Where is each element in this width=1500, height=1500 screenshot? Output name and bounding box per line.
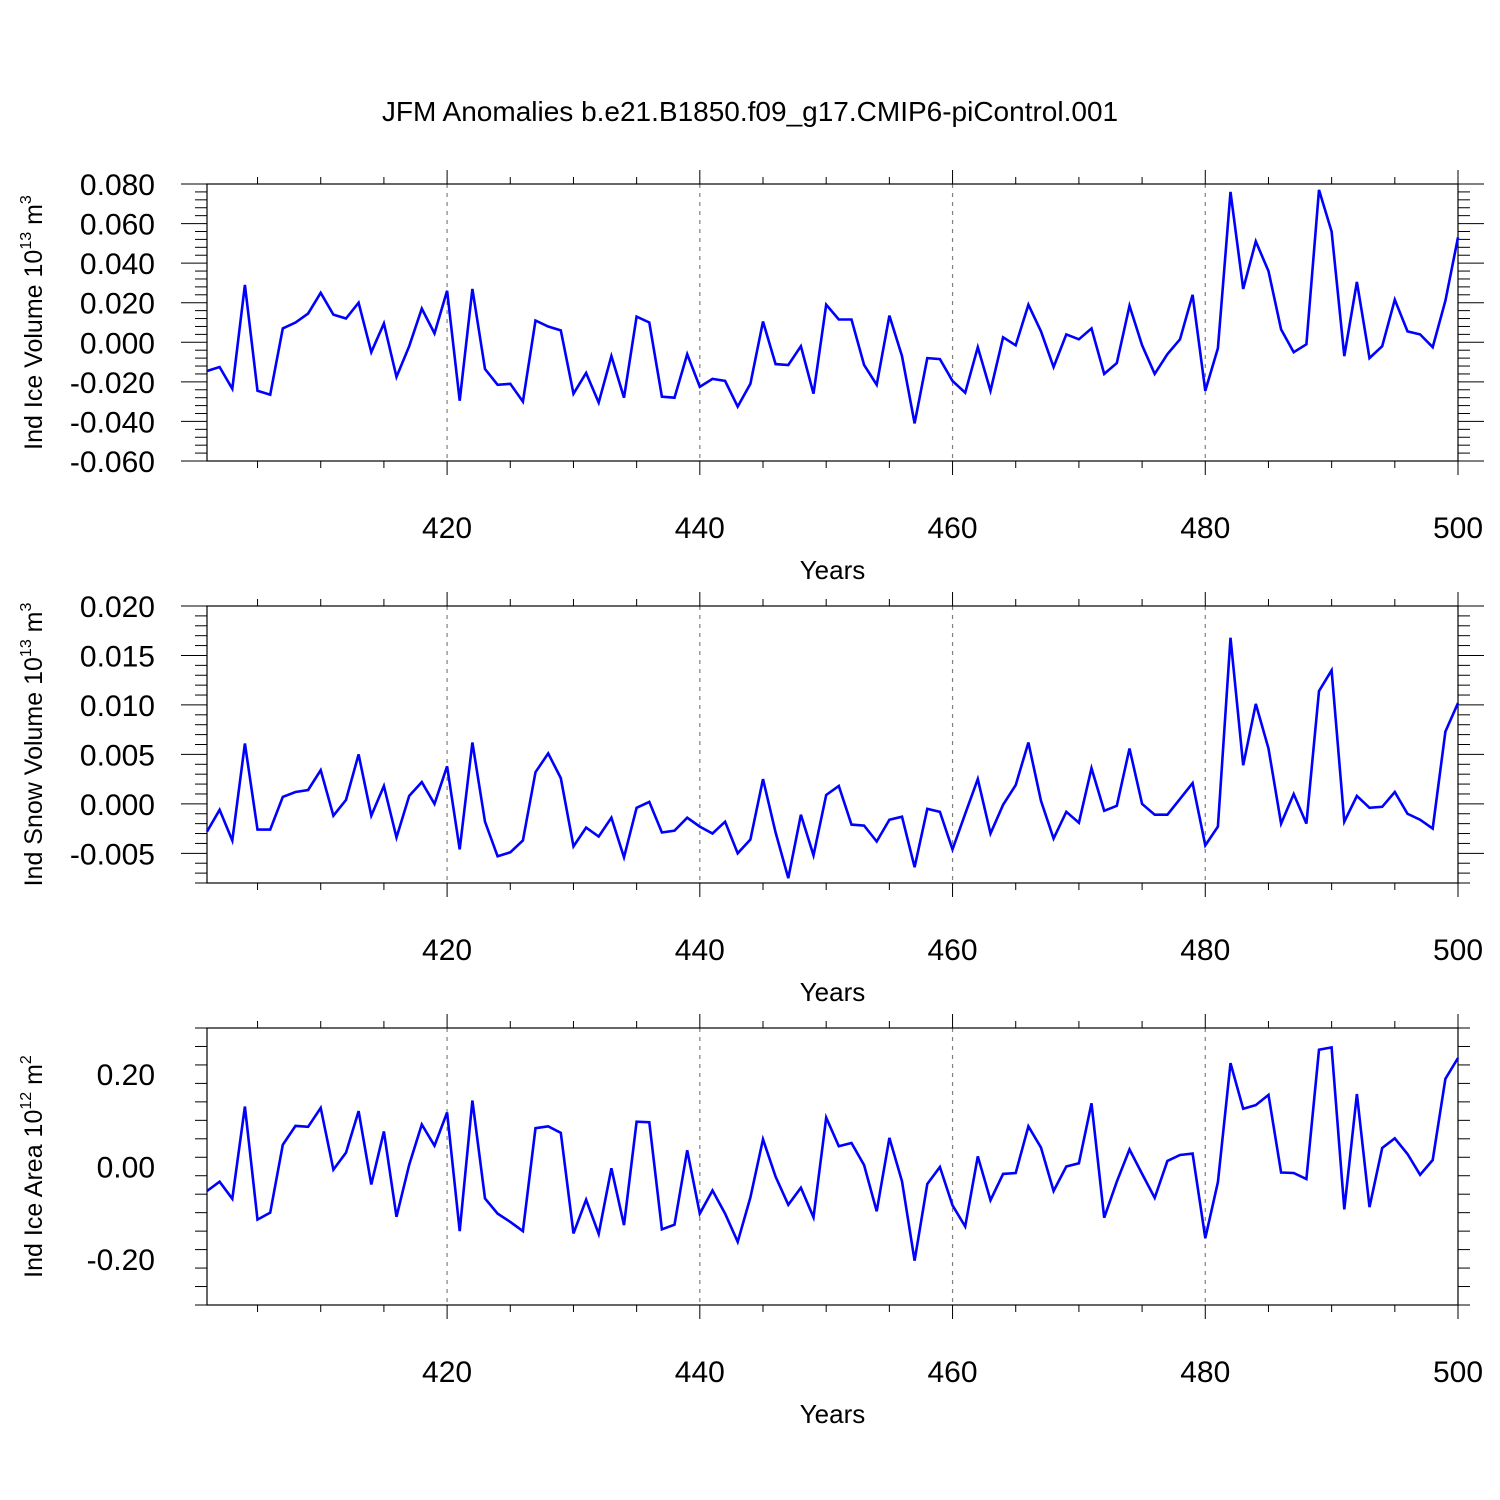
chart-panel-3: -0.20 0.00 0.20 420 440 460 480 500 Years Ind Ice… — [18, 1014, 1483, 1429]
y-tick-label: 0.20 — [97, 1059, 155, 1092]
y-tick-label: 0.005 — [80, 739, 155, 772]
chart-panel-1: -0.060 -0.040 -0.020 0.000 0.020 0.040 0.060 0.… — [18, 169, 1484, 585]
y-axis-title-unit-exponent: 3 — [18, 195, 35, 204]
plot-frame — [206, 605, 1459, 884]
x-tick-label: 440 — [675, 934, 725, 967]
y-axis-title-unit-exponent: 2 — [18, 1055, 35, 1064]
series-line — [206, 1045, 1460, 1261]
y-axis-title-unit: m — [20, 612, 48, 640]
x-tick-label: 480 — [1180, 934, 1230, 967]
y-axis-title-exponent: 12 — [18, 1092, 35, 1110]
y-tick-label: 0.020 — [80, 288, 155, 321]
y-tick-label: 0.060 — [80, 209, 155, 242]
y-tick-label: 0.080 — [80, 169, 155, 202]
y-tick-label: -0.20 — [87, 1244, 155, 1277]
y-tick-label: 0.000 — [80, 789, 155, 822]
y-axis-title: Ind Ice Volume 1013 m3 — [18, 195, 48, 450]
y-axis-title-main: Ind Ice Area 10 — [20, 1110, 48, 1278]
y-axis-title-unit: m — [20, 1064, 48, 1092]
y-tick-label: 0.040 — [80, 248, 155, 281]
figure-title: JFM Anomalies b.e21.B1850.f09_g17.CMIP6-… — [382, 96, 1118, 127]
plot-frame — [206, 183, 1459, 462]
y-axis-title-exponent: 13 — [18, 232, 35, 250]
chart-panel-2: -0.005 0.000 0.005 0.010 0.015 0.020 420 440 460… — [18, 591, 1484, 1007]
x-tick-label: 500 — [1433, 1356, 1483, 1389]
x-tick-label: 500 — [1433, 512, 1483, 545]
plot-frame — [206, 1027, 1459, 1306]
series-line — [205, 637, 1460, 879]
x-tick-label: 480 — [1180, 512, 1230, 545]
x-axis-title: Years — [800, 555, 866, 585]
y-axis-title: Ind Ice Area 1012 m2 — [18, 1055, 48, 1278]
y-axis-title: Ind Snow Volume 1013 m3 — [18, 603, 48, 887]
y-tick-label: 0.000 — [80, 327, 155, 360]
x-tick-label: 500 — [1433, 934, 1483, 967]
y-axis-title-exponent: 13 — [18, 639, 35, 657]
y-tick-label: 0.020 — [80, 591, 155, 624]
x-tick-label: 440 — [675, 512, 725, 545]
y-axis-title-unit: m — [20, 204, 48, 232]
y-tick-label: 0.010 — [80, 690, 155, 723]
panels: -0.060 -0.040 -0.020 0.000 0.020 0.040 0.060 0.… — [18, 169, 1484, 1429]
x-axis-title: Years — [800, 1399, 866, 1429]
y-tick-label: 0.015 — [80, 640, 155, 673]
series-line — [206, 189, 1460, 424]
x-tick-label: 460 — [928, 934, 978, 967]
y-tick-label: -0.040 — [70, 406, 155, 439]
x-tick-label: 420 — [422, 934, 472, 967]
y-axis-title-main: Ind Ice Volume 10 — [20, 250, 48, 450]
x-tick-label: 460 — [928, 512, 978, 545]
x-tick-label: 420 — [422, 512, 472, 545]
x-axis-title: Years — [800, 977, 866, 1007]
x-tick-label: 440 — [675, 1356, 725, 1389]
x-tick-label: 460 — [928, 1356, 978, 1389]
y-axis-title-main: Ind Snow Volume 10 — [20, 657, 48, 886]
x-tick-label: 420 — [422, 1356, 472, 1389]
x-tick-label: 480 — [1180, 1356, 1230, 1389]
y-tick-label: -0.020 — [70, 367, 155, 400]
y-axis-title-unit-exponent: 3 — [18, 603, 35, 612]
y-tick-label: -0.060 — [70, 446, 155, 479]
y-tick-label: 0.00 — [97, 1152, 155, 1185]
y-tick-label: -0.005 — [70, 838, 155, 871]
